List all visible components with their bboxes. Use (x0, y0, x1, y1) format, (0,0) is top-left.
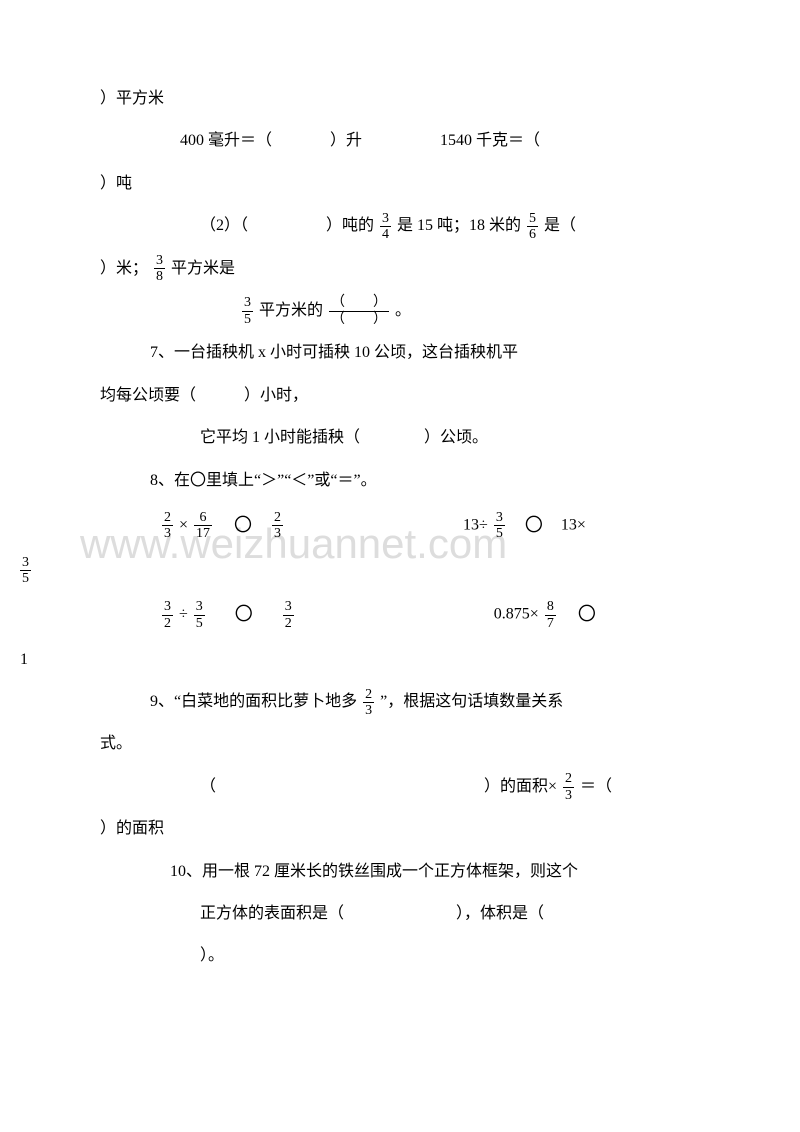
text: 1540 千克＝（ (440, 132, 540, 149)
text: 正方体的表面积是（ ），体积是（ (200, 905, 544, 922)
line-q10a: 10、用一根 72 厘米长的铁丝围成一个正方体框架，则这个 (100, 853, 700, 891)
circle-placeholder: 〇 (578, 593, 596, 636)
line-q7a: 7、一台插秧机 x 小时可插秧 10 公顷，这台插秧机平 (100, 334, 700, 372)
text: ）的面积× (484, 778, 557, 795)
document-content: ）平方米 400 毫升＝（ ）升 1540 千克＝（ ）吨 （2）（ ）吨的 3… (100, 80, 700, 976)
text: 它平均 1 小时能插秧（ ）公顷。 (200, 429, 488, 446)
fraction: 23 (363, 687, 374, 719)
line-q9b: 式。 (100, 725, 700, 763)
line-5: ）米； 38 平方米是 (100, 250, 700, 288)
line-3: ）吨 (100, 165, 700, 203)
text: 式。 (100, 735, 132, 752)
text: 8、在〇里填上“＞”“＜”或“＝”。 (150, 472, 377, 489)
text: 平方米的 (259, 302, 323, 319)
line-q7b: 均每公顷要（ ）小时， (100, 377, 700, 415)
fraction-3-8: 38 (154, 253, 165, 285)
line-4: （2）（ ）吨的 34 是 15 吨；18 米的 56 是（ (100, 207, 700, 245)
circle-placeholder: 〇 (234, 504, 252, 547)
fraction-5-6: 56 (527, 211, 538, 243)
line-q8: 8、在〇里填上“＞”“＜”或“＝”。 (100, 462, 700, 500)
text: 是 15 吨；18 米的 (397, 217, 521, 234)
fraction: 32 (162, 599, 173, 631)
text: 400 毫升＝（ (180, 132, 272, 149)
text: 是（ (544, 217, 576, 234)
line-6: 35 平方米的 （ ）（ ） 。 (100, 292, 700, 330)
line-2: 400 毫升＝（ ）升 1540 千克＝（ (100, 122, 700, 160)
line-q8-row2: 32 ÷ 35 〇 32 0.875× 87 〇 (100, 593, 700, 636)
div-sign: ÷ (179, 606, 188, 623)
fraction: 87 (545, 599, 556, 631)
circle-placeholder: 〇 (235, 593, 253, 636)
text: ）吨的 (326, 217, 374, 234)
text: 1 (20, 651, 28, 668)
line-one: 1 (100, 641, 700, 679)
text: ）的面积 (100, 820, 164, 837)
text: （ (200, 778, 216, 795)
fraction: 35 (194, 599, 205, 631)
text: 13÷ (463, 516, 488, 533)
line-q9d: ）的面积 (100, 810, 700, 848)
fraction: 35 (494, 510, 505, 542)
text: ）。 (200, 947, 224, 964)
text: 10、用一根 72 厘米长的铁丝围成一个正方体框架，则这个 (170, 863, 578, 880)
text: ＝（ (580, 778, 612, 795)
fraction: 32 (283, 599, 294, 631)
text: ）升 (330, 132, 362, 149)
text: 7、一台插秧机 x 小时可插秧 10 公顷，这台插秧机平 (150, 344, 518, 361)
fraction: 23 (162, 510, 173, 542)
text: 13× (561, 516, 586, 533)
text: 均每公顷要（ ）小时， (100, 387, 308, 404)
circle-placeholder: 〇 (525, 504, 543, 547)
text: ）米； (100, 260, 148, 277)
line-q9a: 9、“白菜地的面积比萝卜地多 23 ”，根据这句话填数量关系 (100, 683, 700, 721)
text: ）平方米 (100, 90, 164, 107)
line-frac35: 35 (100, 551, 700, 589)
fraction: 35 (20, 555, 31, 587)
text: ”，根据这句话填数量关系 (380, 693, 563, 710)
line-q10c: ）。 (100, 937, 700, 975)
text: ）吨 (100, 175, 132, 192)
fraction: 617 (194, 510, 212, 542)
text: 9、“白菜地的面积比萝卜地多 (150, 693, 357, 710)
text: （2）（ (200, 217, 248, 234)
fraction-blank: （ ）（ ） (329, 295, 389, 327)
text: 。 (395, 302, 411, 319)
line-q9c: （ ）的面积× 23 ＝（ (100, 768, 700, 806)
text: 0.875× (494, 606, 539, 623)
text: 平方米是 (171, 260, 235, 277)
line-q7c: 它平均 1 小时能插秧（ ）公顷。 (100, 419, 700, 457)
fraction: 23 (563, 771, 574, 803)
line-1: ）平方米 (100, 80, 700, 118)
line-q8-row1: 23 × 617 〇 23 13÷ 35 〇 13× (100, 504, 700, 547)
fraction: 23 (272, 510, 283, 542)
fraction-3-4: 34 (380, 211, 391, 243)
fraction-3-5: 35 (242, 295, 253, 327)
line-q10b: 正方体的表面积是（ ），体积是（ (100, 895, 700, 933)
times-sign: × (179, 516, 188, 533)
